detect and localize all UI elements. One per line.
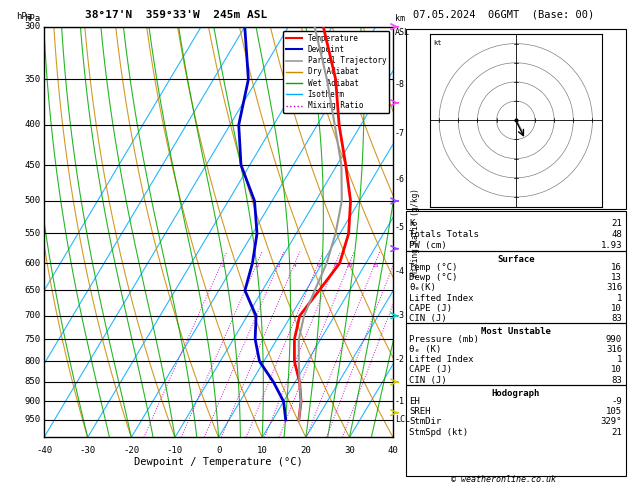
Text: SREH: SREH — [409, 407, 431, 417]
Text: 400: 400 — [25, 121, 40, 129]
Text: 1.93: 1.93 — [601, 241, 622, 250]
Text: 10: 10 — [257, 446, 267, 454]
Text: PW (cm): PW (cm) — [409, 241, 447, 250]
Text: 3: 3 — [277, 263, 281, 268]
Text: 0: 0 — [216, 446, 221, 454]
Text: 21: 21 — [611, 428, 622, 437]
Text: θₑ(K): θₑ(K) — [409, 283, 437, 293]
Text: -9: -9 — [611, 397, 622, 406]
Text: 600: 600 — [25, 259, 40, 268]
Text: -8: -8 — [395, 80, 405, 88]
Text: 1: 1 — [616, 355, 622, 364]
Text: Dewp (°C): Dewp (°C) — [409, 273, 458, 282]
Text: 105: 105 — [606, 407, 622, 417]
Text: 950: 950 — [25, 416, 40, 424]
Text: 350: 350 — [25, 75, 40, 84]
Text: StmSpd (kt): StmSpd (kt) — [409, 428, 469, 437]
Text: Most Unstable: Most Unstable — [481, 327, 551, 336]
Text: -40: -40 — [36, 446, 52, 454]
Text: -10: -10 — [167, 446, 183, 454]
Text: -4: -4 — [395, 267, 405, 276]
Text: 8: 8 — [334, 263, 338, 268]
Text: 1: 1 — [220, 263, 223, 268]
Text: 4: 4 — [293, 263, 297, 268]
Text: 07.05.2024  06GMT  (Base: 00): 07.05.2024 06GMT (Base: 00) — [413, 10, 594, 20]
Text: 83: 83 — [611, 314, 622, 323]
Text: Lifted Index: Lifted Index — [409, 294, 474, 303]
Text: 16: 16 — [611, 263, 622, 272]
Text: 10: 10 — [611, 304, 622, 313]
Text: © weatheronline.co.uk: © weatheronline.co.uk — [451, 474, 555, 484]
Text: CIN (J): CIN (J) — [409, 314, 447, 323]
Text: -6: -6 — [395, 175, 405, 184]
Text: 990: 990 — [606, 335, 622, 344]
Text: 850: 850 — [25, 378, 40, 386]
Text: hPa: hPa — [25, 14, 40, 23]
Text: 450: 450 — [25, 160, 40, 170]
Text: -7: -7 — [395, 129, 405, 138]
Text: 900: 900 — [25, 397, 40, 406]
Text: 30: 30 — [344, 446, 355, 454]
X-axis label: Dewpoint / Temperature (°C): Dewpoint / Temperature (°C) — [134, 457, 303, 467]
Text: -3: -3 — [395, 311, 405, 320]
Text: 2: 2 — [255, 263, 259, 268]
Text: EH: EH — [409, 397, 420, 406]
Text: CAPE (J): CAPE (J) — [409, 365, 452, 375]
Text: 550: 550 — [25, 229, 40, 238]
Text: 48: 48 — [611, 230, 622, 239]
Text: Hodograph: Hodograph — [492, 389, 540, 399]
Legend: Temperature, Dewpoint, Parcel Trajectory, Dry Adiabat, Wet Adiabat, Isotherm, Mi: Temperature, Dewpoint, Parcel Trajectory… — [283, 31, 389, 113]
Text: 15: 15 — [371, 263, 379, 268]
Text: 1: 1 — [616, 294, 622, 303]
Text: -1: -1 — [395, 397, 405, 406]
Text: CAPE (J): CAPE (J) — [409, 304, 452, 313]
Text: hPa: hPa — [16, 12, 32, 21]
Text: 40: 40 — [387, 446, 399, 454]
Text: 329°: 329° — [601, 417, 622, 427]
Text: -20: -20 — [123, 446, 140, 454]
Text: Surface: Surface — [497, 255, 535, 264]
Text: 6: 6 — [316, 263, 320, 268]
Text: StmDir: StmDir — [409, 417, 442, 427]
Text: km: km — [395, 14, 405, 23]
Text: LCL: LCL — [395, 416, 410, 424]
Text: 13: 13 — [611, 273, 622, 282]
Text: 500: 500 — [25, 196, 40, 206]
Text: Temp (°C): Temp (°C) — [409, 263, 458, 272]
Text: 21: 21 — [611, 219, 622, 228]
Text: Pressure (mb): Pressure (mb) — [409, 335, 479, 344]
Text: CIN (J): CIN (J) — [409, 376, 447, 385]
Text: kt: kt — [433, 40, 442, 46]
Text: 316: 316 — [606, 345, 622, 354]
Text: 316: 316 — [606, 283, 622, 293]
Text: 800: 800 — [25, 357, 40, 366]
Text: 650: 650 — [25, 286, 40, 295]
Text: -30: -30 — [80, 446, 96, 454]
Text: θₑ (K): θₑ (K) — [409, 345, 442, 354]
Text: 10: 10 — [346, 263, 353, 268]
Text: ASL: ASL — [395, 28, 410, 37]
Text: 38°17'N  359°33'W  245m ASL: 38°17'N 359°33'W 245m ASL — [85, 10, 267, 20]
Text: 300: 300 — [25, 22, 40, 31]
Text: -5: -5 — [395, 223, 405, 232]
Text: K: K — [409, 219, 415, 228]
Text: 750: 750 — [25, 335, 40, 344]
Text: 10: 10 — [611, 365, 622, 375]
Text: -2: -2 — [395, 355, 405, 364]
Text: 700: 700 — [25, 311, 40, 320]
Text: Mixing Ratio (g/kg): Mixing Ratio (g/kg) — [411, 188, 420, 276]
Text: 20: 20 — [301, 446, 311, 454]
Text: Lifted Index: Lifted Index — [409, 355, 474, 364]
Text: Totals Totals: Totals Totals — [409, 230, 479, 239]
Text: 83: 83 — [611, 376, 622, 385]
